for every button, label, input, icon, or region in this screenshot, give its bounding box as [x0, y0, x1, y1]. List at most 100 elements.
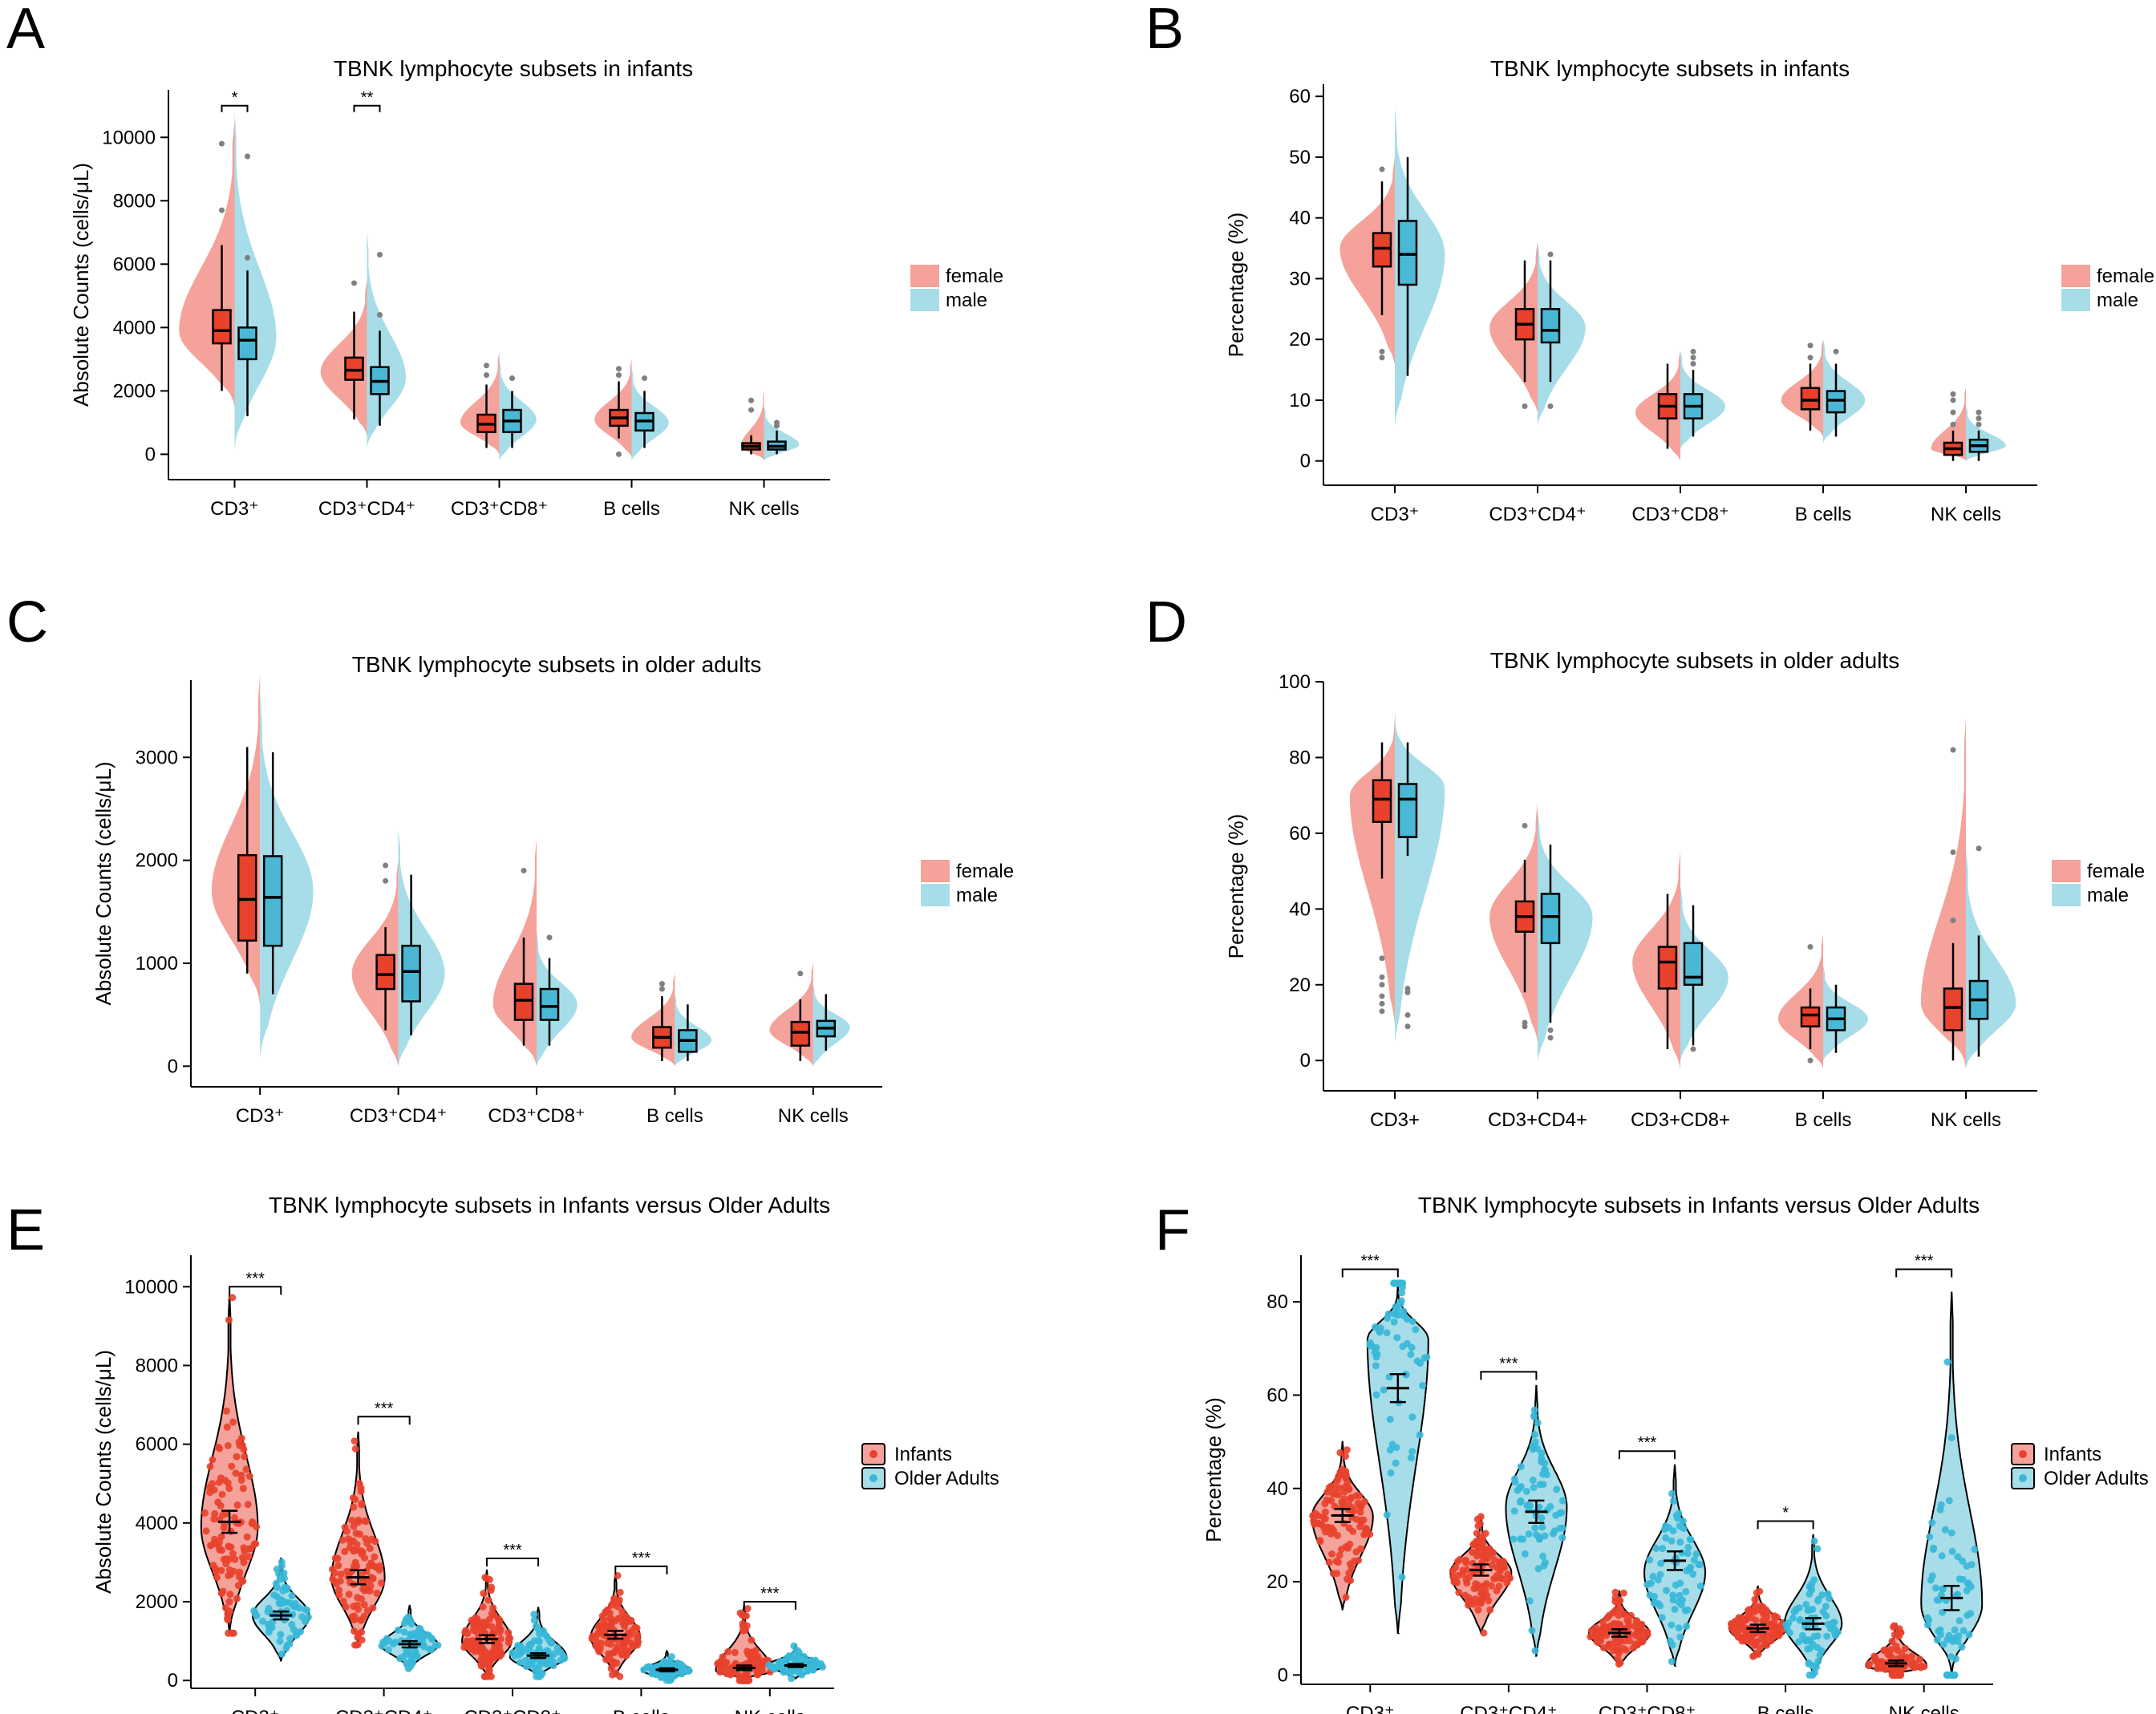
data-point: [351, 1496, 359, 1504]
data-point: [348, 1517, 356, 1524]
data-point: [782, 1655, 790, 1663]
data-point: [341, 1547, 349, 1555]
outlier-point: [748, 397, 754, 403]
data-point: [434, 1641, 442, 1649]
x-tick-label: CD3⁺: [1371, 504, 1420, 525]
data-point: [259, 1617, 266, 1625]
outlier-point: [1950, 397, 1956, 403]
data-point: [209, 1480, 217, 1488]
data-point: [476, 1645, 484, 1653]
data-point: [1633, 1619, 1641, 1627]
significance-label: ***: [1915, 1252, 1934, 1270]
data-point: [1649, 1573, 1657, 1580]
data-point: [1633, 1629, 1640, 1637]
data-point: [1809, 1640, 1817, 1648]
legend-label: Older Adults: [894, 1468, 999, 1489]
x-tick-label: CD3⁺CD4⁺: [1489, 504, 1586, 525]
data-point: [744, 1605, 752, 1613]
outlier-point: [1404, 1023, 1411, 1030]
data-point: [350, 1503, 358, 1511]
data-point: [231, 1555, 239, 1563]
outlier-point: [1807, 944, 1814, 950]
significance-label: **: [361, 89, 374, 107]
outlier-point: [377, 251, 383, 257]
data-point: [425, 1631, 432, 1639]
data-point: [202, 1527, 210, 1535]
data-point: [243, 1533, 251, 1541]
data-point: [224, 1615, 232, 1623]
data-point: [1534, 1565, 1542, 1573]
chart-title: TBNK lymphocyte subsets in infants: [1490, 56, 1850, 81]
data-point: [1525, 1530, 1533, 1538]
data-point: [225, 1485, 233, 1493]
x-tick-label: CD3+CD8+: [1631, 1109, 1730, 1131]
data-point: [1372, 1323, 1379, 1331]
data-point: [229, 1294, 237, 1302]
data-point: [278, 1650, 286, 1658]
violin-female: [594, 359, 632, 458]
data-point: [814, 1659, 822, 1667]
data-point: [270, 1591, 278, 1599]
data-point: [216, 1445, 224, 1453]
data-point: [488, 1610, 496, 1618]
data-point: [355, 1518, 363, 1526]
y-tick-label: 60: [1289, 86, 1311, 107]
data-point: [1941, 1526, 1949, 1534]
data-point: [1675, 1624, 1683, 1632]
data-point: [724, 1647, 732, 1655]
outlier-point: [797, 970, 804, 977]
box-male: [1540, 893, 1561, 945]
y-tick-label: 2000: [136, 1591, 178, 1613]
data-point: [1690, 1556, 1698, 1564]
data-point: [1923, 1614, 1931, 1622]
data-point: [280, 1569, 288, 1577]
data-point: [1550, 1530, 1557, 1538]
data-point: [496, 1652, 504, 1660]
data-point: [1810, 1663, 1818, 1670]
data-point: [1517, 1463, 1525, 1471]
data-point: [796, 1669, 804, 1677]
data-point: [484, 1596, 492, 1604]
data-point: [1671, 1605, 1679, 1613]
data-point: [1423, 1353, 1431, 1361]
x-tick-label: B cells: [613, 1707, 670, 1714]
outlier-point: [1404, 986, 1411, 991]
data-point: [304, 1613, 312, 1621]
box-male: [1397, 220, 1418, 286]
data-point: [1676, 1538, 1684, 1546]
box-male: [1397, 783, 1418, 838]
data-point: [1392, 1459, 1400, 1467]
data-point: [488, 1623, 496, 1631]
data-point: [1332, 1558, 1340, 1565]
data-point: [1757, 1635, 1765, 1643]
chart-title: TBNK lymphocyte subsets in older adults: [352, 652, 761, 677]
panel-letter: A: [6, 0, 45, 61]
outlier-point: [1547, 1027, 1554, 1033]
data-point: [1483, 1547, 1490, 1555]
data-point: [1356, 1523, 1364, 1531]
data-point: [1349, 1528, 1357, 1535]
data-point: [342, 1527, 351, 1535]
data-point: [1763, 1613, 1771, 1621]
data-point: [1640, 1634, 1647, 1642]
data-point: [1598, 1633, 1606, 1641]
outlier-point: [1950, 849, 1956, 855]
y-tick-label: 2000: [136, 850, 178, 872]
box-female: [344, 356, 364, 381]
data-point: [684, 1666, 692, 1674]
data-point: [1534, 1419, 1542, 1427]
data-point: [1530, 1431, 1538, 1439]
significance-label: ***: [375, 1400, 394, 1417]
significance-label: ***: [503, 1542, 522, 1559]
data-point: [1965, 1631, 1973, 1639]
legend-label: Infants: [894, 1444, 952, 1465]
data-point: [1384, 1310, 1392, 1318]
data-point: [373, 1589, 381, 1597]
outlier-point: [1690, 1046, 1696, 1052]
significance-label: ***: [632, 1550, 651, 1567]
data-point: [1521, 1550, 1529, 1558]
data-point: [1945, 1497, 1953, 1505]
outlier-point: [351, 280, 357, 286]
outlier-point: [1976, 409, 1982, 415]
data-point: [1928, 1519, 1936, 1526]
